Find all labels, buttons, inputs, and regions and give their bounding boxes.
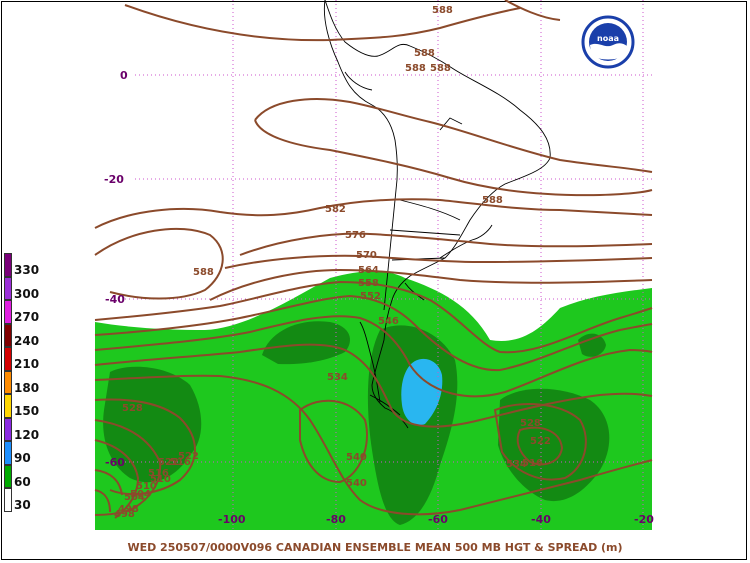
lon-label-80w: -80 (326, 513, 346, 526)
contour-label: 588 (430, 63, 451, 74)
legend-swatch (4, 441, 12, 465)
legend-swatch (4, 488, 12, 512)
spread-area-dark-2 (262, 321, 350, 365)
lat-lon-grid (125, 0, 652, 530)
legend-swatch (4, 394, 12, 418)
legend-swatch (4, 323, 12, 347)
legend-item: 90 (4, 441, 40, 465)
height-contours (94, 0, 653, 519)
legend-swatch (4, 370, 12, 394)
lon-label-20w: -20 (634, 513, 654, 526)
legend-label: 240 (14, 333, 40, 348)
legend-label: 300 (14, 286, 40, 301)
legend-label: 270 (14, 310, 40, 324)
contour-label: 570 (356, 250, 377, 261)
legend-label: 180 (14, 380, 40, 395)
legend-item: 210 (4, 347, 40, 371)
contour-label: 576 (345, 230, 366, 241)
contour-label: 588 (482, 195, 503, 206)
contour-label: 546 (378, 316, 399, 327)
contour-label: 528 (122, 403, 143, 414)
contour-label: 504 (130, 489, 151, 500)
contour-label: 588 (193, 267, 214, 278)
contour-label: 564 (358, 265, 379, 276)
legend-item: 60 (4, 464, 40, 489)
svg-text:noaa: noaa (597, 34, 619, 43)
legend-swatch (4, 300, 12, 324)
contour-label: 558 (358, 278, 379, 289)
contour-label: 552 (360, 291, 381, 302)
contour-label: 516 (170, 457, 191, 468)
spread-legend: 330 300 270 240 210 180 150 120 90 60 30 (4, 253, 40, 540)
contour-label: 540 (346, 452, 367, 463)
contour-label: 522 (178, 451, 199, 462)
contour-label: 588 (405, 63, 426, 74)
chart-title: WED 250507/0000V096 CANADIAN ENSEMBLE ME… (127, 541, 623, 554)
legend-item: 330 (4, 253, 40, 277)
contour-label: 528 (520, 418, 541, 429)
contour-label: 522 (158, 457, 179, 468)
legend-item: 30 (4, 488, 40, 512)
legend-item: 270 (4, 300, 40, 324)
contour-label: 534 (327, 372, 348, 383)
lon-label-100w: -100 (218, 513, 246, 526)
legend-label: 150 (14, 404, 40, 418)
legend-item: 300 (4, 276, 40, 301)
contour-label: 516 (148, 468, 169, 479)
lat-label-40s: -40 (105, 293, 125, 306)
contour-label: 510 (136, 481, 157, 492)
contour-label: 588 (414, 48, 435, 59)
contour-label: 498 (114, 509, 135, 520)
contour-label: 510 (150, 474, 171, 485)
legend-item: 180 (4, 370, 40, 395)
legend-label: 210 (14, 357, 40, 371)
contour-label: 534 (506, 459, 527, 470)
legend-item: 240 (4, 323, 40, 348)
legend-label: 120 (14, 427, 40, 442)
spread-area-90 (401, 358, 443, 426)
legend-swatch (4, 347, 12, 371)
contour-label: 582 (325, 204, 346, 215)
legend-label: 30 (14, 498, 31, 512)
legend-item: 150 (4, 394, 40, 418)
lon-label-60w: -60 (428, 513, 448, 526)
legend-swatch (4, 417, 12, 441)
legend-label: 60 (14, 474, 31, 489)
contour-label: 588 (432, 5, 453, 16)
contour-label: 504 (124, 492, 145, 503)
legend-label: 330 (14, 263, 40, 277)
legend-swatch (4, 464, 12, 488)
legend-swatch (4, 253, 12, 277)
contour-label: 516 (522, 458, 543, 469)
noaa-logo: noaa (581, 15, 635, 69)
contour-label: 498 (118, 504, 139, 515)
contour-label: 540 (346, 478, 367, 489)
legend-item: 120 (4, 417, 40, 442)
lon-label-40w: -40 (531, 513, 551, 526)
legend-swatch (4, 276, 12, 300)
contour-label: 522 (530, 436, 551, 447)
legend-label: 90 (14, 451, 31, 465)
spread-area-dark-5 (578, 333, 606, 357)
spread-area-dark-1 (103, 366, 202, 483)
lat-label-20s: -20 (104, 173, 124, 186)
lat-label-0: 0 (120, 69, 128, 82)
coastlines (323, 0, 551, 429)
lat-label-60s: -60 (105, 456, 125, 469)
